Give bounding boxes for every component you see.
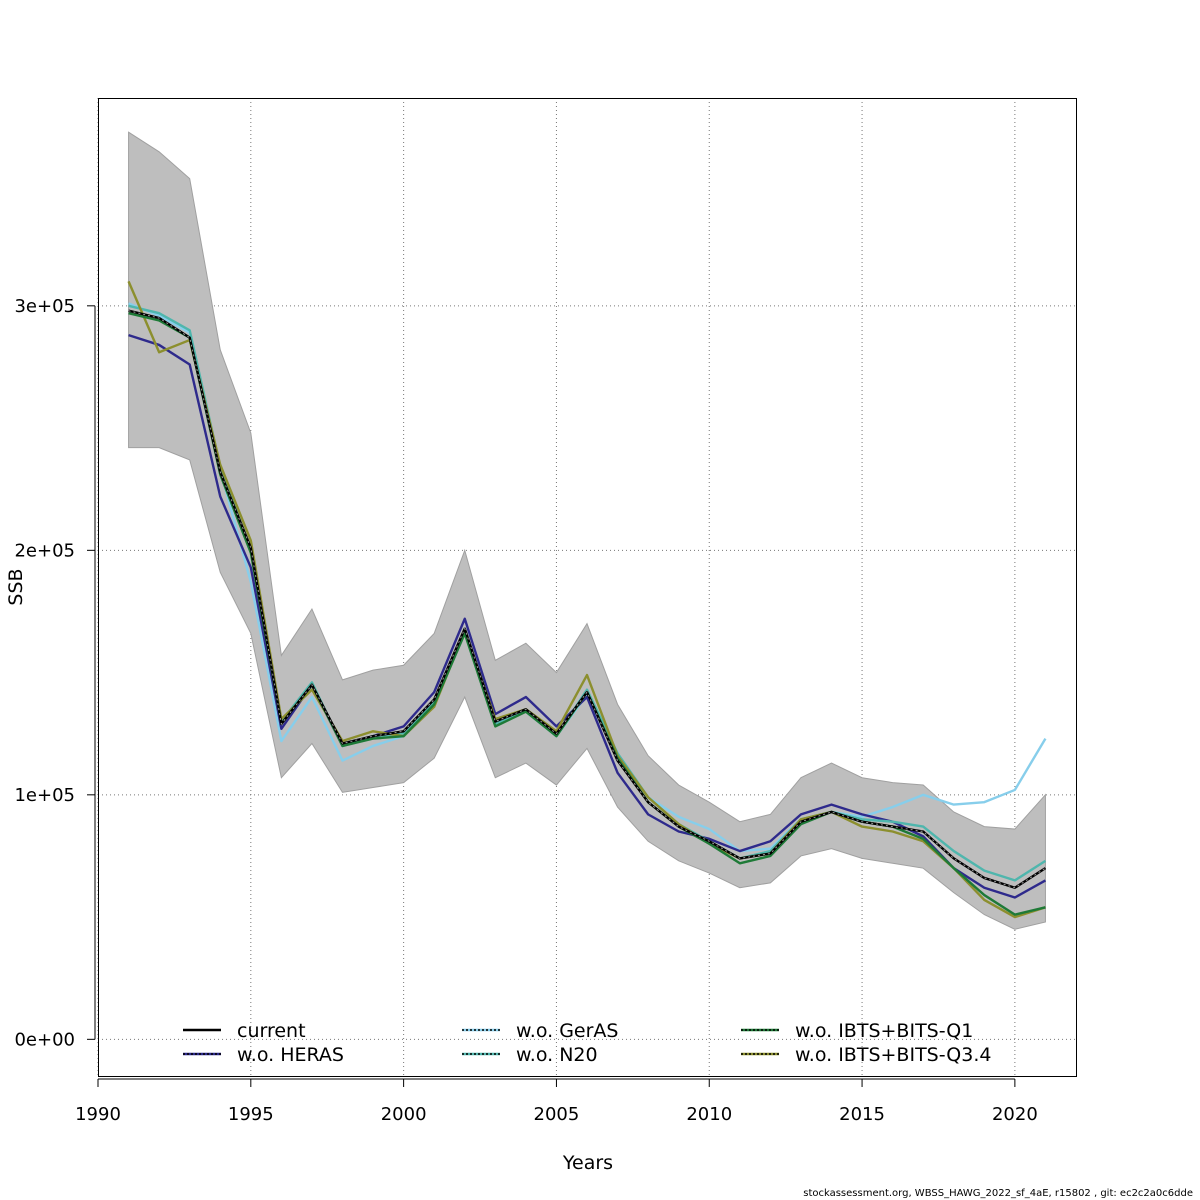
y-axis-title: SSB	[5, 568, 27, 605]
x-tick-label-2005: 2005	[534, 1104, 580, 1125]
legend-label-current: current	[237, 1020, 306, 1042]
series-line-current-dash	[128, 310, 1046, 889]
x-tick-label-1990: 1990	[75, 1104, 121, 1125]
y-tick-label-100000: 1e+05	[14, 785, 75, 806]
x-axis-title: Years	[562, 1152, 613, 1174]
x-tick-label-1995: 1995	[228, 1104, 274, 1125]
y-tick-label-200000: 2e+05	[14, 540, 75, 561]
series-lines	[127, 280, 1047, 919]
legend-label-w-o-heras: w.o. HERAS	[237, 1044, 344, 1066]
x-tick-label-2000: 2000	[381, 1104, 427, 1125]
legend-label-w-o-ibts-bits-q3-4: w.o. IBTS+BITS-Q3.4	[795, 1044, 991, 1066]
legend-label-w-o-n20: w.o. N20	[516, 1044, 598, 1066]
x-tick-label-2020: 2020	[992, 1104, 1038, 1125]
y-tick-label-300000: 3e+05	[14, 296, 75, 317]
confidence-band-area	[128, 131, 1046, 930]
confidence-band	[128, 131, 1046, 930]
x-tick-label-2015: 2015	[839, 1104, 885, 1125]
legend-label-w-o-ibts-bits-q1: w.o. IBTS+BITS-Q1	[795, 1020, 973, 1042]
plot-frame	[98, 98, 1077, 1077]
y-tick-label-0: 0e+00	[14, 1029, 75, 1050]
x-tick-label-2010: 2010	[686, 1104, 732, 1125]
axes: 1990 1995 2000 2005 2010 2015 2020 0e+00 1e+05 2e…	[14, 296, 1037, 1125]
footer-note: stockassessment.org, WBSS_HAWG_2022_sf_4…	[803, 1188, 1193, 1199]
legend-label-w-o-geras: w.o. GerAS	[516, 1020, 619, 1042]
